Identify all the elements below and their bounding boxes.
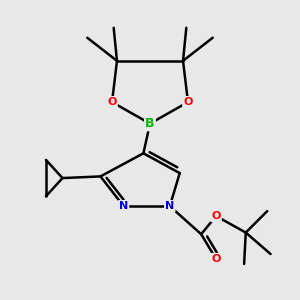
Text: O: O — [212, 211, 221, 221]
Text: N: N — [165, 201, 174, 211]
Text: B: B — [145, 117, 155, 130]
Text: O: O — [212, 254, 221, 264]
Text: O: O — [107, 97, 117, 107]
Text: N: N — [119, 201, 128, 211]
Text: O: O — [183, 97, 193, 107]
